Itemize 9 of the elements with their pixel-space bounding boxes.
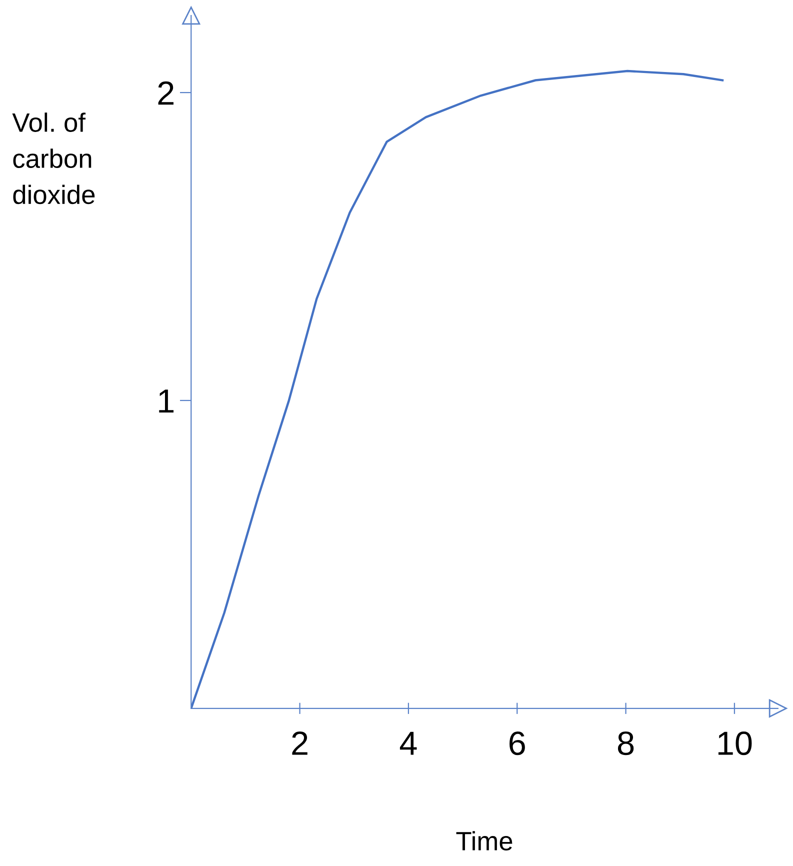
x-tick-label: 10 [718,731,752,756]
y-axis-title: Vol. of carbon dioxide [12,112,95,204]
x-tick-label: 6 [510,731,525,756]
line-series [191,70,724,708]
x-axis-title: Time [456,831,512,851]
x-tick-label: 4 [400,732,417,755]
x-tick-label: 8 [618,731,634,756]
y-tick-label: 1 [159,390,174,413]
x-tick-label: 2 [292,731,308,755]
